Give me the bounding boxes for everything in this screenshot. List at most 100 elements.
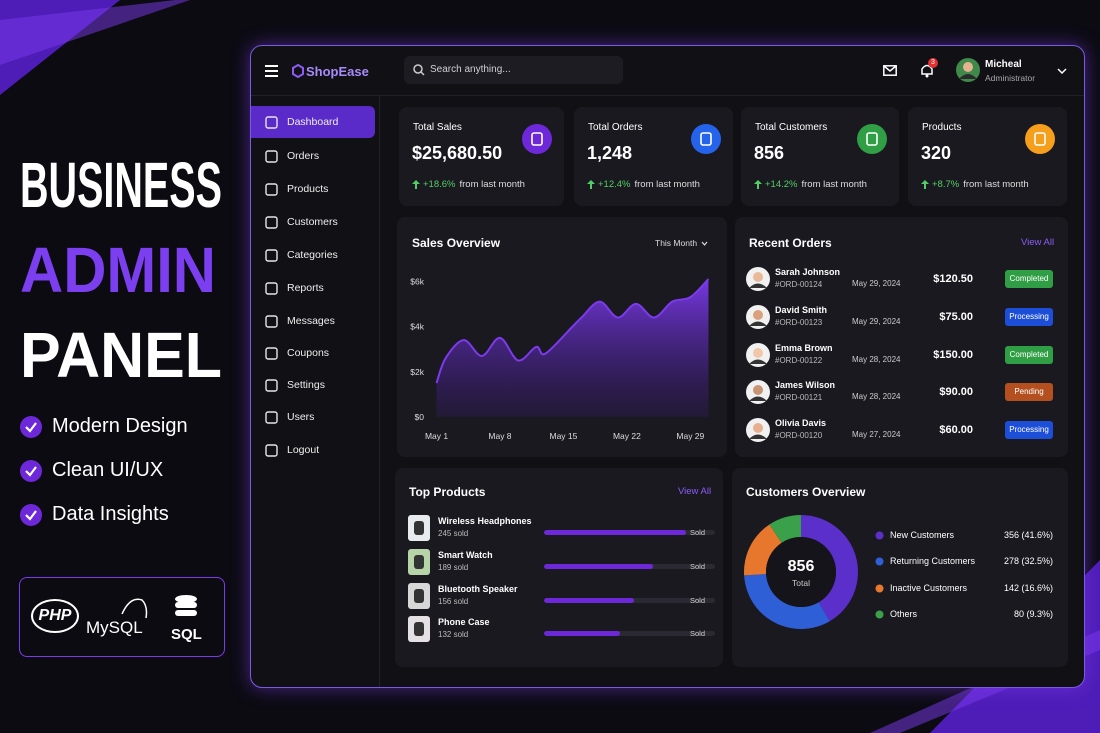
order-date: May 28, 2024: [852, 392, 901, 401]
up-arrow: [412, 180, 420, 189]
tech-logo: PHP: [31, 599, 79, 633]
check-mark: [25, 422, 37, 433]
recent-orders-panel: Recent Orders View All Sarah Johnson #ORD…: [735, 217, 1068, 457]
brand-logo: [292, 64, 304, 78]
legend-value: 80 (9.3%): [1013, 609, 1053, 619]
avatar-face: [753, 348, 763, 358]
dropdown-icon: [701, 241, 708, 246]
tech-logo-icon: [121, 598, 148, 619]
menu-item[interactable]: Coupons: [251, 337, 375, 369]
sales-overview-panel: Sales Overview This Month: [397, 217, 727, 457]
panel-title: Customers Overview: [746, 485, 866, 499]
user-dropdown[interactable]: [1057, 68, 1067, 74]
menu-label: Customers: [287, 216, 338, 228]
menu-item[interactable]: Products: [251, 173, 375, 205]
stat-icon-glyph: [700, 132, 712, 146]
stat-card: Products 320 +8.7% from last month: [908, 107, 1067, 206]
product-name: Phone Case: [438, 617, 490, 627]
menu-label: Users: [287, 411, 315, 423]
order-date: May 27, 2024: [852, 430, 901, 439]
promo-title: BUSINESS: [20, 149, 222, 221]
panel-title: Recent Orders: [749, 236, 832, 250]
progress-bar: [544, 530, 686, 535]
menu-label: Products: [287, 183, 329, 195]
search-icon: [413, 64, 425, 76]
menu-item[interactable]: Categories: [251, 239, 375, 271]
product-sold: 189 sold: [438, 563, 469, 572]
menu-icon: [265, 150, 278, 163]
up-arrow-shape: [921, 180, 929, 189]
up-arrow-shape: [587, 180, 595, 189]
avatar-face: [753, 272, 763, 282]
menu-item[interactable]: Users: [251, 401, 375, 433]
order-id: #ORD-00122: [775, 356, 823, 365]
order-status: Processing: [1005, 308, 1053, 326]
menu-icon-shape: [265, 379, 278, 392]
avatar-body: [749, 321, 767, 326]
stat-change: +8.7%: [932, 179, 960, 190]
product-thumb: [408, 515, 430, 541]
thumb-item: [414, 555, 424, 569]
menu-icon: [265, 183, 278, 196]
stat-icon: [1025, 124, 1055, 154]
menu-icon: [265, 282, 278, 295]
feature-text: Clean UI/UX: [52, 459, 164, 481]
menu-item[interactable]: Customers: [251, 206, 375, 238]
order-status: Pending: [1005, 383, 1053, 401]
menu-item[interactable]: Reports: [251, 272, 375, 304]
mail-icon[interactable]: [883, 65, 897, 76]
stat-card: Total Orders 1,248 +12.4% from last month: [574, 107, 733, 206]
legend-value: 356 (41.6%): [1003, 530, 1053, 540]
thumb-item: [414, 521, 424, 535]
search-placeholder: Search anything...: [430, 64, 511, 75]
customer-avatar: [746, 305, 770, 329]
menu-item[interactable]: Logout: [251, 434, 375, 466]
menu-item[interactable]: Settings: [251, 369, 375, 401]
order-date: May 28, 2024: [852, 355, 901, 364]
menu-item[interactable]: Messages: [251, 305, 375, 337]
stat-note: from last month: [801, 179, 867, 190]
stat-change: +14.2%: [765, 179, 798, 190]
stat-value: 1,248: [587, 143, 633, 163]
customer-avatar: [746, 343, 770, 367]
menu-icon: [265, 116, 278, 129]
legend-name: Inactive Customers: [890, 583, 968, 593]
user-avatar[interactable]: [956, 57, 980, 83]
customer-name: Emma Brown: [775, 343, 833, 353]
avatar-face: [753, 385, 763, 395]
menu-label: Settings: [287, 379, 325, 391]
period-select[interactable]: This Month: [644, 234, 712, 252]
order-status: Completed: [1005, 270, 1053, 288]
stat-value: $25,680.50: [412, 143, 503, 163]
search-box[interactable]: Search anything...: [404, 56, 623, 84]
legend-dot-shape: [875, 584, 884, 593]
check-mark: [25, 466, 37, 477]
stat-label: Total Orders: [588, 122, 643, 133]
menu-icon: [265, 315, 278, 328]
bell-icon[interactable]: [920, 63, 934, 78]
progress-track: [544, 631, 715, 636]
product-name: Smart Watch: [438, 550, 493, 560]
sidebar: [251, 96, 380, 687]
menu-icon: [265, 411, 278, 424]
stat-icon-circle: [857, 124, 887, 154]
order-amount: $150.00: [933, 349, 973, 361]
menu-icon-shape: [265, 249, 278, 262]
menu-item[interactable]: Dashboard: [251, 106, 375, 138]
menu-icon-shape: [265, 282, 278, 295]
product-name: Wireless Headphones: [438, 516, 532, 526]
customers-overview-panel: Customers Overview New Customers 356 (41.…: [732, 468, 1068, 667]
legend-value: 142 (16.6%): [1003, 583, 1053, 593]
view-all-link[interactable]: View All: [1021, 237, 1055, 248]
avatar-body: [749, 434, 767, 439]
legend-dot-shape: [875, 557, 884, 566]
menu-item[interactable]: Orders: [251, 140, 375, 172]
period-label: This Month: [655, 238, 698, 248]
progress-track: [544, 530, 715, 535]
view-all-link[interactable]: View All: [678, 486, 712, 497]
check-circle: [20, 416, 42, 438]
menu-toggle[interactable]: [265, 65, 279, 77]
customer-avatar: [746, 267, 770, 291]
avatar-face: [753, 310, 763, 320]
promo-title: PANEL: [20, 319, 222, 391]
